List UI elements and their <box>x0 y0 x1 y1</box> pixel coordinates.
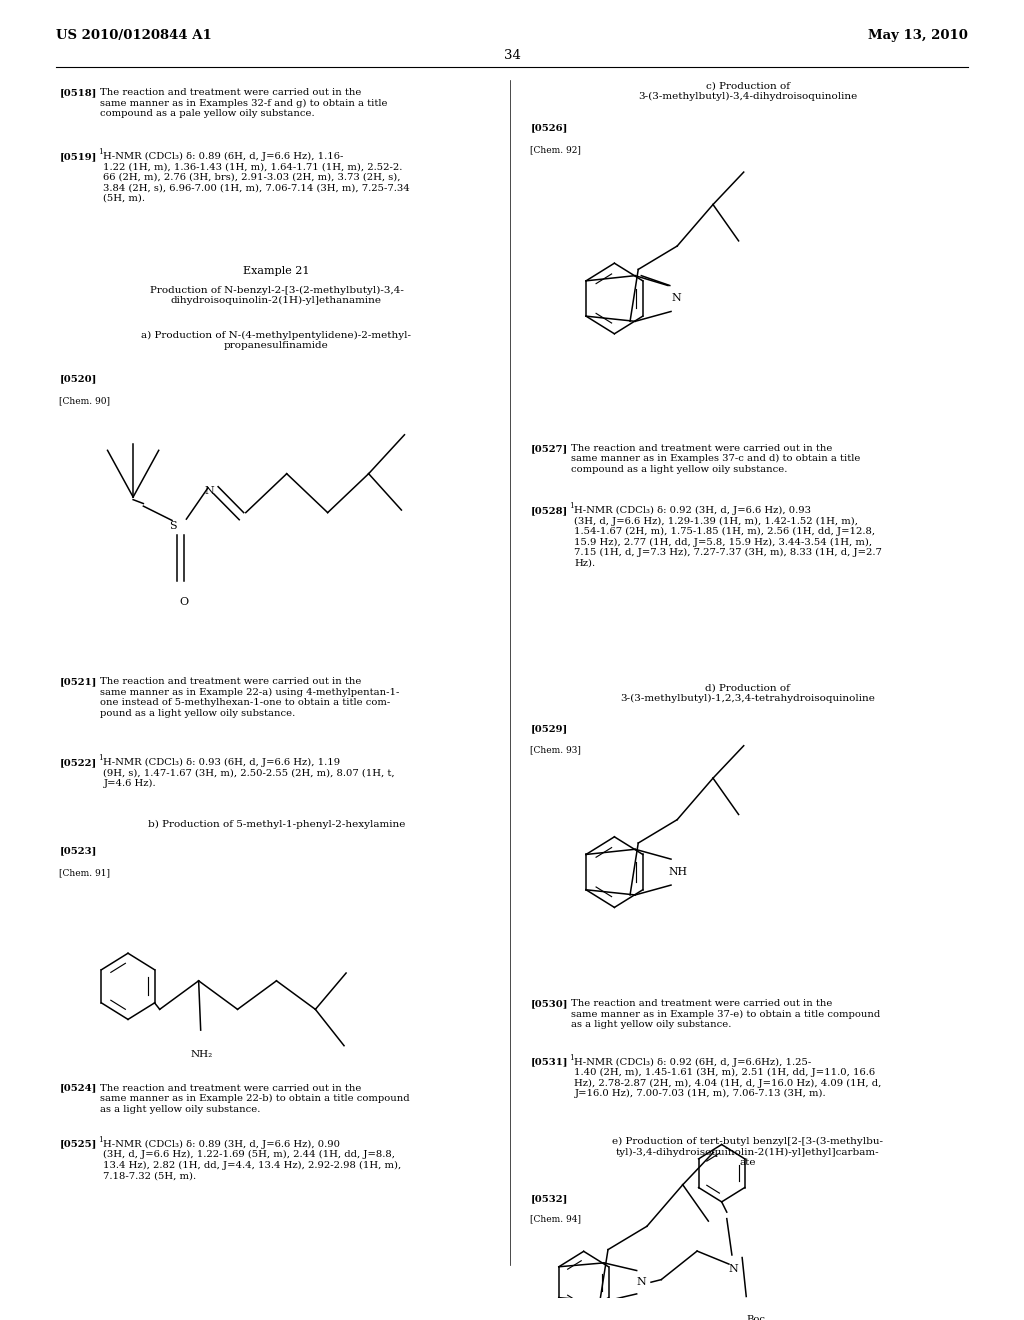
Text: [0522]: [0522] <box>59 758 96 767</box>
Text: [Chem. 91]: [Chem. 91] <box>59 869 111 878</box>
Text: b) Production of 5-methyl-1-phenyl-2-hexylamine: b) Production of 5-methyl-1-phenyl-2-hex… <box>147 820 406 829</box>
Text: S: S <box>169 520 176 531</box>
Text: H-NMR (CDCl₃) δ: 0.92 (3H, d, J=6.6 Hz), 0.93
(3H, d, J=6.6 Hz), 1.29-1.39 (1H, : H-NMR (CDCl₃) δ: 0.92 (3H, d, J=6.6 Hz),… <box>574 506 883 568</box>
Text: H-NMR (CDCl₃) δ: 0.89 (3H, d, J=6.6 Hz), 0.90
(3H, d, J=6.6 Hz), 1.22-1.69 (5H, : H-NMR (CDCl₃) δ: 0.89 (3H, d, J=6.6 Hz),… <box>103 1139 401 1180</box>
Text: US 2010/0120844 A1: US 2010/0120844 A1 <box>56 29 212 41</box>
Text: [Chem. 93]: [Chem. 93] <box>530 744 582 754</box>
Text: d) Production of
3-(3-methylbutyl)-1,2,3,4-tetrahydroisoquinoline: d) Production of 3-(3-methylbutyl)-1,2,3… <box>621 684 874 704</box>
Text: [Chem. 92]: [Chem. 92] <box>530 145 582 154</box>
Text: Boc: Boc <box>746 1315 765 1320</box>
Text: [0524]: [0524] <box>59 1084 96 1093</box>
Text: May 13, 2010: May 13, 2010 <box>867 29 968 41</box>
Text: [0529]: [0529] <box>530 725 567 733</box>
Text: e) Production of tert-butyl benzyl[2-[3-(3-methylbu-
tyl)-3,4-dihydroisoquinolin: e) Production of tert-butyl benzyl[2-[3-… <box>612 1137 883 1167</box>
Text: Example 21: Example 21 <box>244 267 309 276</box>
Text: N: N <box>671 293 681 304</box>
Text: 1: 1 <box>98 754 103 762</box>
Text: The reaction and treatment were carried out in the
same manner as in Example 22-: The reaction and treatment were carried … <box>100 677 399 718</box>
Text: [0530]: [0530] <box>530 999 568 1008</box>
Text: 1: 1 <box>98 148 103 156</box>
Text: H-NMR (CDCl₃) δ: 0.89 (6H, d, J=6.6 Hz), 1.16-
1.22 (1H, m), 1.36-1.43 (1H, m), : H-NMR (CDCl₃) δ: 0.89 (6H, d, J=6.6 Hz),… <box>103 152 411 202</box>
Text: 1: 1 <box>569 1053 574 1061</box>
Text: [0520]: [0520] <box>59 374 96 383</box>
Text: The reaction and treatment were carried out in the
same manner as in Example 37-: The reaction and treatment were carried … <box>571 999 881 1030</box>
Text: [0527]: [0527] <box>530 444 567 453</box>
Text: [0526]: [0526] <box>530 123 567 132</box>
Text: [0523]: [0523] <box>59 846 96 855</box>
Text: a) Production of N-(4-methylpentylidene)-2-methyl-
propanesulfinamide: a) Production of N-(4-methylpentylidene)… <box>141 331 412 351</box>
Text: [0531]: [0531] <box>530 1057 568 1067</box>
Text: [Chem. 94]: [Chem. 94] <box>530 1214 582 1224</box>
Text: 34: 34 <box>504 49 520 62</box>
Text: Production of N-benzyl-2-[3-(2-methylbutyl)-3,4-
dihydroisoquinolin-2(1H)-yl]eth: Production of N-benzyl-2-[3-(2-methylbut… <box>150 285 403 305</box>
Text: N: N <box>205 486 215 495</box>
Text: The reaction and treatment were carried out in the
same manner as in Example 22-: The reaction and treatment were carried … <box>100 1084 410 1114</box>
Text: [0519]: [0519] <box>59 152 96 161</box>
Text: c) Production of
3-(3-methylbutyl)-3,4-dihydroisoquinoline: c) Production of 3-(3-methylbutyl)-3,4-d… <box>638 82 857 102</box>
Text: [0532]: [0532] <box>530 1195 567 1203</box>
Text: NH₂: NH₂ <box>190 1049 213 1059</box>
Text: 1: 1 <box>98 1135 103 1143</box>
Text: The reaction and treatment were carried out in the
same manner as in Examples 32: The reaction and treatment were carried … <box>100 88 388 119</box>
Text: The reaction and treatment were carried out in the
same manner as in Examples 37: The reaction and treatment were carried … <box>571 444 861 474</box>
Text: H-NMR (CDCl₃) δ: 0.92 (6H, d, J=6.6Hz), 1.25-
1.40 (2H, m), 1.45-1.61 (3H, m), 2: H-NMR (CDCl₃) δ: 0.92 (6H, d, J=6.6Hz), … <box>574 1057 882 1098</box>
Text: [0521]: [0521] <box>59 677 96 686</box>
Text: N: N <box>729 1265 738 1274</box>
Text: [0518]: [0518] <box>59 88 96 98</box>
Text: 1: 1 <box>569 502 574 511</box>
Text: N: N <box>637 1278 646 1287</box>
Text: [0525]: [0525] <box>59 1139 96 1148</box>
Text: [Chem. 90]: [Chem. 90] <box>59 396 111 405</box>
Text: H-NMR (CDCl₃) δ: 0.93 (6H, d, J=6.6 Hz), 1.19
(9H, s), 1.47-1.67 (3H, m), 2.50-2: H-NMR (CDCl₃) δ: 0.93 (6H, d, J=6.6 Hz),… <box>103 758 395 788</box>
Text: [0528]: [0528] <box>530 506 567 515</box>
Text: O: O <box>179 597 188 607</box>
Text: NH: NH <box>668 867 687 876</box>
